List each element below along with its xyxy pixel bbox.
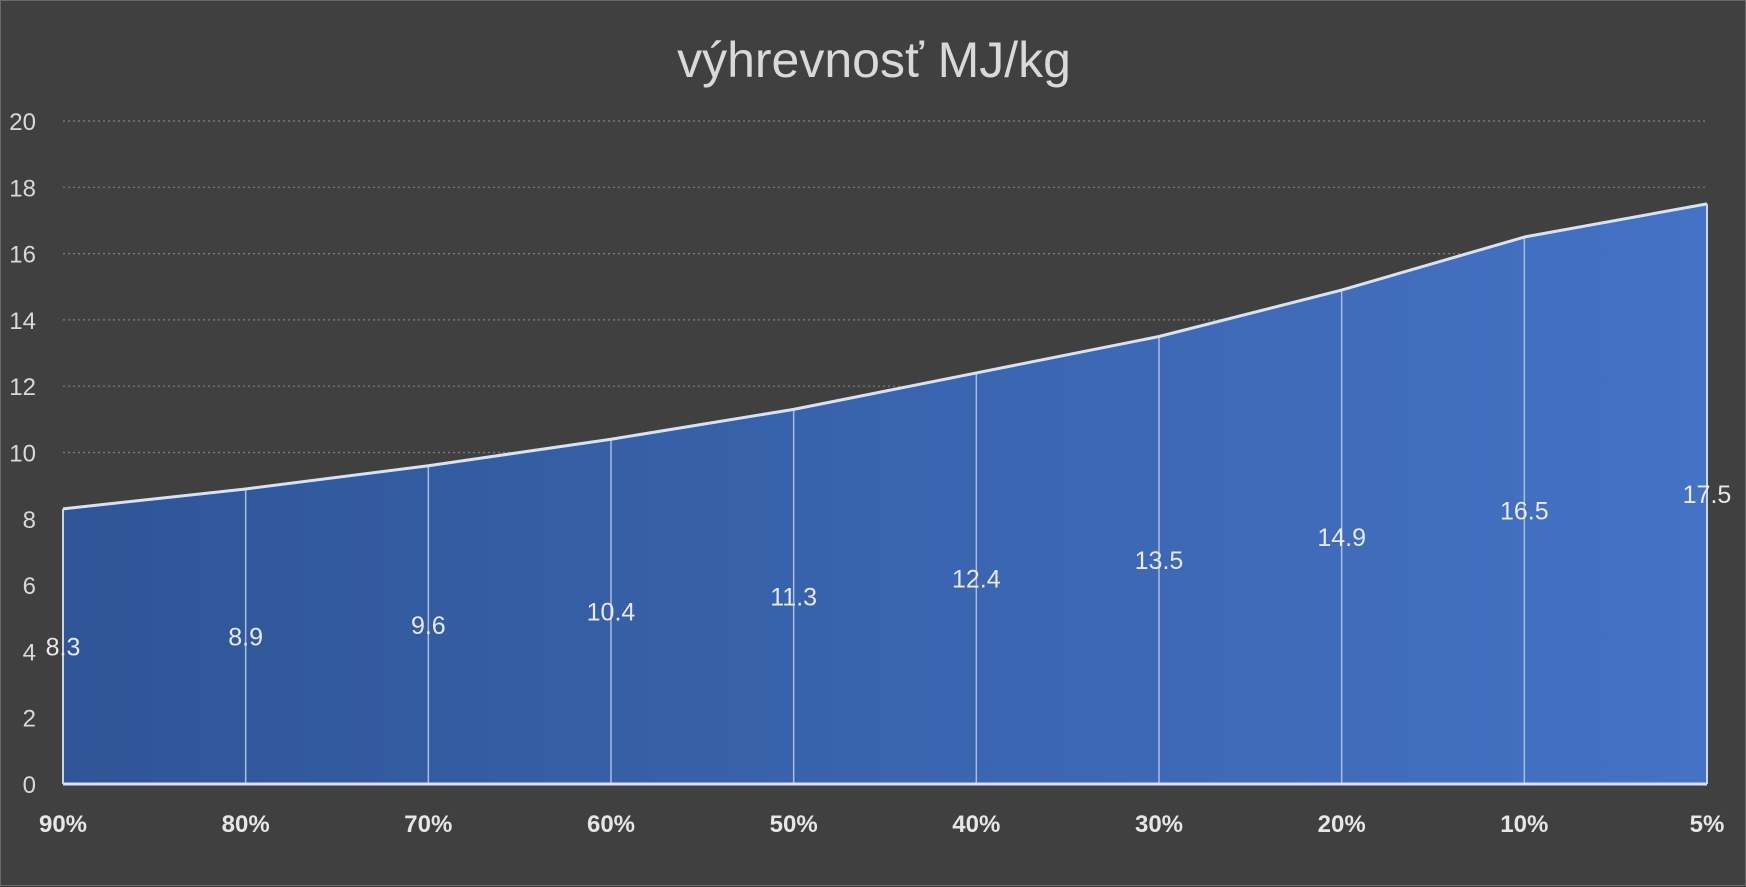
x-tick-label: 80% <box>222 811 270 838</box>
data-label: 14.9 <box>1317 524 1366 552</box>
y-tick-label: 20 <box>9 109 36 136</box>
area-fill <box>63 203 1707 784</box>
x-tick-label: 60% <box>587 811 635 838</box>
data-label: 10.4 <box>587 599 636 627</box>
y-tick-label: 4 <box>23 639 36 666</box>
x-tick-label: 5% <box>1690 811 1725 838</box>
series-top-line <box>62 202 1708 511</box>
x-tick-label: 10% <box>1500 811 1548 838</box>
data-label: 11.3 <box>770 584 817 612</box>
series-line <box>62 202 1708 786</box>
data-labels: 8.3 8.9 9.6 10.4 11.3 12.4 13.5 14.9 16.5 17.5 <box>46 481 1732 661</box>
y-tick-label: 8 <box>23 507 36 534</box>
x-tick-label: 40% <box>952 811 1000 838</box>
y-tick-label: 12 <box>9 374 36 401</box>
data-label: 8.9 <box>228 623 263 651</box>
y-tick-label: 10 <box>9 441 36 468</box>
y-tick-label: 2 <box>23 706 36 733</box>
y-axis: 0 2 4 6 8 10 12 14 16 18 20 <box>9 109 36 799</box>
y-tick-label: 16 <box>9 242 36 269</box>
y-tick-label: 18 <box>9 175 36 202</box>
area-series <box>63 203 1707 784</box>
x-tick-label: 50% <box>770 811 818 838</box>
x-tick-label: 90% <box>39 811 87 838</box>
x-tick-label: 70% <box>404 811 452 838</box>
data-label: 8.3 <box>46 633 81 661</box>
x-tick-label: 20% <box>1318 811 1366 838</box>
x-tick-label: 30% <box>1135 811 1183 838</box>
data-label: 12.4 <box>952 565 1001 593</box>
data-label: 16.5 <box>1500 498 1549 526</box>
drop-lines <box>244 237 1526 784</box>
y-tick-label: 0 <box>23 772 36 799</box>
data-label: 13.5 <box>1135 547 1184 575</box>
data-label: 9.6 <box>411 612 446 640</box>
y-tick-label: 6 <box>23 573 36 600</box>
y-tick-label: 14 <box>9 308 36 335</box>
data-label: 17.5 <box>1683 481 1732 509</box>
x-axis: 90% 80% 70% 60% 50% 40% 30% 20% 10% 5% <box>39 811 1724 838</box>
chart-title: výhrevnosť MJ/kg <box>677 32 1071 88</box>
